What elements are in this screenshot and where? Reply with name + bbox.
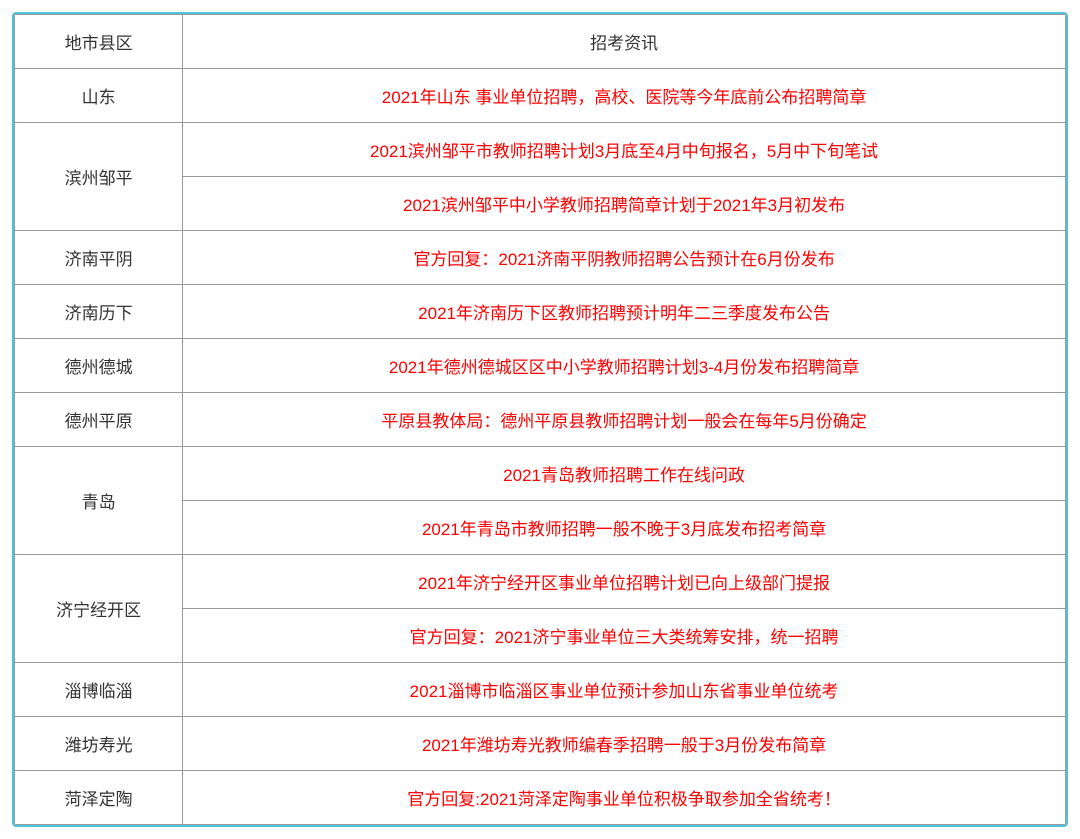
header-news: 招考资讯 xyxy=(183,15,1066,69)
news-link[interactable]: 官方回复：2021济宁事业单位三大类统筹安排，统一招聘 xyxy=(410,628,839,647)
news-link[interactable]: 2021年德州德城区区中小学教师招聘计划3-4月份发布招聘简章 xyxy=(389,358,859,377)
table-row: 德州平原 平原县教体局：德州平原县教师招聘计划一般会在每年5月份确定 xyxy=(15,393,1066,447)
news-cell: 官方回复：2021济南平阴教师招聘公告预计在6月份发布 xyxy=(183,231,1066,285)
table-row: 济宁经开区2021年济宁经开区事业单位招聘计划已向上级部门提报 xyxy=(15,555,1066,609)
region-cell: 山东 xyxy=(15,69,183,123)
region-cell: 菏泽定陶 xyxy=(15,771,183,825)
region-cell: 淄博临淄 xyxy=(15,663,183,717)
region-cell: 济宁经开区 xyxy=(15,555,183,663)
table-row: 德州德城 2021年德州德城区区中小学教师招聘计划3-4月份发布招聘简章 xyxy=(15,339,1066,393)
table-body: 山东2021年山东 事业单位招聘，高校、医院等今年底前公布招聘简章滨州邹平202… xyxy=(15,69,1066,825)
region-cell: 济南平阴 xyxy=(15,231,183,285)
news-cell: 2021淄博市临淄区事业单位预计参加山东省事业单位统考 xyxy=(183,663,1066,717)
news-link[interactable]: 2021年济南历下区教师招聘预计明年二三季度发布公告 xyxy=(418,304,830,323)
news-cell: 官方回复:2021菏泽定陶事业单位积极争取参加全省统考！ xyxy=(183,771,1066,825)
news-cell: 2021青岛教师招聘工作在线问政 xyxy=(183,447,1066,501)
news-link[interactable]: 2021青岛教师招聘工作在线问政 xyxy=(503,466,745,485)
news-link[interactable]: 2021年济宁经开区事业单位招聘计划已向上级部门提报 xyxy=(418,574,830,593)
news-cell: 2021滨州邹平市教师招聘计划3月底至4月中旬报名，5月中下旬笔试 xyxy=(183,123,1066,177)
table-row: 青岛2021青岛教师招聘工作在线问政 xyxy=(15,447,1066,501)
news-cell: 2021年济宁经开区事业单位招聘计划已向上级部门提报 xyxy=(183,555,1066,609)
table-header-row: 地市县区 招考资讯 xyxy=(15,15,1066,69)
news-cell: 平原县教体局：德州平原县教师招聘计划一般会在每年5月份确定 xyxy=(183,393,1066,447)
news-cell: 2021年青岛市教师招聘一般不晚于3月底发布招考简章 xyxy=(183,501,1066,555)
news-link[interactable]: 2021滨州邹平市教师招聘计划3月底至4月中旬报名，5月中下旬笔试 xyxy=(370,142,878,161)
news-link[interactable]: 平原县教体局：德州平原县教师招聘计划一般会在每年5月份确定 xyxy=(381,412,866,431)
region-cell: 潍坊寿光 xyxy=(15,717,183,771)
recruitment-table: 地市县区 招考资讯 山东 2021年山东 事业单位招聘，高校、医院等今年底前公布招… xyxy=(14,14,1066,825)
header-region: 地市县区 xyxy=(15,15,183,69)
news-link[interactable]: 2021年山东 事业单位招聘，高校、医院等今年底前公布招聘简章 xyxy=(382,88,867,107)
news-cell: 2021年济南历下区教师招聘预计明年二三季度发布公告 xyxy=(183,285,1066,339)
news-link[interactable]: 2021淄博市临淄区事业单位预计参加山东省事业单位统考 xyxy=(410,682,839,701)
region-cell: 济南历下 xyxy=(15,285,183,339)
table-row: 山东 2021年山东 事业单位招聘，高校、医院等今年底前公布招聘简章 xyxy=(15,69,1066,123)
table-row: 济南平阴 官方回复：2021济南平阴教师招聘公告预计在6月份发布 xyxy=(15,231,1066,285)
news-link[interactable]: 2021年青岛市教师招聘一般不晚于3月底发布招考简章 xyxy=(422,520,826,539)
recruitment-table-container: 地市县区 招考资讯 山东 2021年山东 事业单位招聘，高校、医院等今年底前公布招… xyxy=(12,12,1068,827)
table-row: 淄博临淄 2021淄博市临淄区事业单位预计参加山东省事业单位统考 xyxy=(15,663,1066,717)
region-cell: 德州德城 xyxy=(15,339,183,393)
table-row: 滨州邹平2021滨州邹平市教师招聘计划3月底至4月中旬报名，5月中下旬笔试 xyxy=(15,123,1066,177)
news-cell: 2021年山东 事业单位招聘，高校、医院等今年底前公布招聘简章 xyxy=(183,69,1066,123)
table-row: 潍坊寿光 2021年潍坊寿光教师编春季招聘一般于3月份发布简章 xyxy=(15,717,1066,771)
news-cell: 官方回复：2021济宁事业单位三大类统筹安排，统一招聘 xyxy=(183,609,1066,663)
news-link[interactable]: 2021年潍坊寿光教师编春季招聘一般于3月份发布简章 xyxy=(422,736,826,755)
region-cell: 滨州邹平 xyxy=(15,123,183,231)
news-cell: 2021年德州德城区区中小学教师招聘计划3-4月份发布招聘简章 xyxy=(183,339,1066,393)
news-link[interactable]: 官方回复：2021济南平阴教师招聘公告预计在6月份发布 xyxy=(413,250,834,269)
table-row: 济南历下 2021年济南历下区教师招聘预计明年二三季度发布公告 xyxy=(15,285,1066,339)
region-cell: 德州平原 xyxy=(15,393,183,447)
news-cell: 2021年潍坊寿光教师编春季招聘一般于3月份发布简章 xyxy=(183,717,1066,771)
news-cell: 2021滨州邹平中小学教师招聘简章计划于2021年3月初发布 xyxy=(183,177,1066,231)
table-row: 菏泽定陶 官方回复:2021菏泽定陶事业单位积极争取参加全省统考！ xyxy=(15,771,1066,825)
news-link[interactable]: 官方回复:2021菏泽定陶事业单位积极争取参加全省统考！ xyxy=(407,790,841,809)
region-cell: 青岛 xyxy=(15,447,183,555)
news-link[interactable]: 2021滨州邹平中小学教师招聘简章计划于2021年3月初发布 xyxy=(403,196,845,215)
